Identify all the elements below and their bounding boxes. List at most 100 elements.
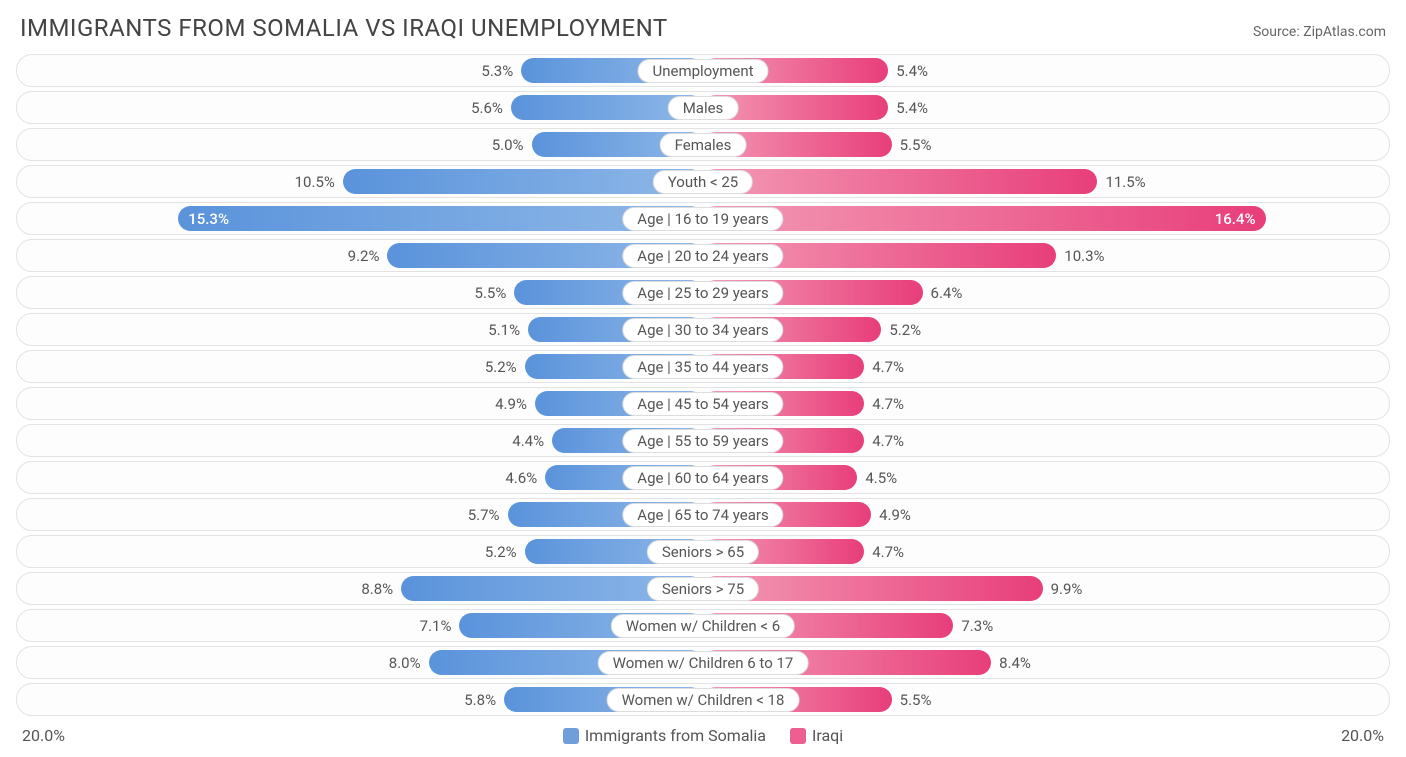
chart-row: 5.3% 5.4%Unemployment: [16, 54, 1390, 87]
chart-row: 5.1% 5.2% Age | 30 to 34 years: [16, 313, 1390, 346]
value-label-right: 5.4%: [896, 99, 928, 117]
axis-right-max: 20.0%: [1341, 726, 1384, 745]
chart-row: 4.9%4.7%Age | 45 to 54 years: [16, 387, 1390, 420]
chart-row: 5.5% 6.4%Age | 25 to 29 years: [16, 276, 1390, 309]
value-label-right: 5.5%: [900, 136, 932, 154]
legend-swatch-left: [563, 728, 579, 744]
row-right-half: 4.7%: [703, 388, 1389, 419]
category-label: Age | 16 to 19 years: [622, 207, 783, 231]
category-label: Women w/ Children 6 to 17: [598, 651, 809, 675]
row-right-half: 5.5%: [703, 684, 1389, 715]
row-right-half: 11.5%: [703, 166, 1389, 197]
value-label-left: 5.1%: [488, 321, 520, 339]
row-left-half: 5.2%: [17, 351, 703, 382]
chart-row: 7.1%7.3%Women w/ Children < 6: [16, 609, 1390, 642]
legend: Immigrants from Somalia Iraqi: [563, 726, 843, 745]
chart-row: 5.0% 5.5% Females: [16, 128, 1390, 161]
legend-label-right: Iraqi: [812, 726, 843, 745]
chart-footer: 20.0% Immigrants from Somalia Iraqi 20.0…: [0, 720, 1406, 745]
category-label: Seniors > 65: [647, 540, 759, 564]
row-right-half: 10.3%: [703, 240, 1389, 271]
value-label-right: 4.7%: [872, 395, 904, 413]
category-label: Age | 65 to 74 years: [622, 503, 783, 527]
value-label-left: 5.5%: [475, 284, 507, 302]
row-left-half: 9.2%: [17, 240, 703, 271]
chart-row: 5.7% 4.9% Age | 65 to 74 years: [16, 498, 1390, 531]
row-left-half: 15.3%: [17, 203, 703, 234]
category-label: Males: [668, 96, 739, 120]
chart-source: Source: ZipAtlas.com: [1253, 24, 1386, 40]
chart-row: 5.2% 4.7%Seniors > 65: [16, 535, 1390, 568]
value-label-right: 10.3%: [1064, 247, 1104, 265]
row-left-half: 10.5%: [17, 166, 703, 197]
value-label-right: 4.9%: [879, 506, 911, 524]
row-left-half: 5.1%: [17, 314, 703, 345]
category-label: Unemployment: [637, 59, 768, 83]
value-label-left: 5.8%: [464, 691, 496, 709]
chart-row: 8.0%8.4%Women w/ Children 6 to 17: [16, 646, 1390, 679]
bar-right: [703, 169, 1097, 194]
value-label-right: 4.5%: [865, 469, 897, 487]
chart-title: IMMIGRANTS FROM SOMALIA VS IRAQI UNEMPLO…: [20, 14, 668, 42]
row-left-half: 5.3%: [17, 55, 703, 86]
value-label-right: 4.7%: [872, 358, 904, 376]
value-label-right: 16.4%: [1215, 210, 1256, 228]
chart-header: IMMIGRANTS FROM SOMALIA VS IRAQI UNEMPLO…: [0, 0, 1406, 50]
category-label: Women w/ Children < 18: [607, 688, 800, 712]
value-label-left: 5.7%: [468, 506, 500, 524]
value-label-left: 8.0%: [389, 654, 421, 672]
row-right-half: 5.5%: [703, 129, 1389, 160]
category-label: Age | 60 to 64 years: [622, 466, 783, 490]
chart-row: 10.5% 11.5% Youth < 25: [16, 165, 1390, 198]
value-label-right: 11.5%: [1105, 173, 1145, 191]
value-label-left: 10.5%: [295, 173, 335, 191]
value-label-left: 5.2%: [485, 358, 517, 376]
chart-row: 4.6% 4.5% Age | 60 to 64 years: [16, 461, 1390, 494]
row-left-half: 4.4%: [17, 425, 703, 456]
row-left-half: 8.8%: [17, 573, 703, 604]
value-label-left: 5.2%: [485, 543, 517, 561]
row-right-half: 4.7%: [703, 351, 1389, 382]
row-right-half: 4.7%: [703, 425, 1389, 456]
bar-right: [703, 206, 1266, 231]
row-left-half: 5.5%: [17, 277, 703, 308]
value-label-right: 9.9%: [1051, 580, 1083, 598]
chart-row: 5.6% 5.4% Males: [16, 91, 1390, 124]
category-label: Age | 25 to 29 years: [622, 281, 783, 305]
value-label-left: 5.3%: [481, 62, 513, 80]
value-label-right: 5.2%: [889, 321, 921, 339]
legend-label-left: Immigrants from Somalia: [585, 726, 766, 745]
category-label: Seniors > 75: [647, 577, 759, 601]
category-label: Females: [660, 133, 747, 157]
chart-body: 5.3%5.4%Unemployment5.6%5.4%Males5.0%5.5…: [0, 50, 1406, 716]
value-label-left: 5.6%: [471, 99, 503, 117]
bar-left: [343, 169, 703, 194]
row-right-half: 5.4%: [703, 55, 1389, 86]
legend-item-right: Iraqi: [790, 726, 843, 745]
axis-left-max: 20.0%: [22, 726, 65, 745]
category-label: Age | 55 to 59 years: [622, 429, 783, 453]
row-left-half: 4.6%: [17, 462, 703, 493]
row-right-half: 9.9%: [703, 573, 1389, 604]
category-label: Age | 35 to 44 years: [622, 355, 783, 379]
row-right-half: 4.7%: [703, 536, 1389, 567]
row-right-half: 5.2%: [703, 314, 1389, 345]
chart-row: 4.4%4.7%Age | 55 to 59 years: [16, 424, 1390, 457]
row-right-half: 6.4%: [703, 277, 1389, 308]
row-left-half: 5.8%: [17, 684, 703, 715]
category-label: Age | 30 to 34 years: [622, 318, 783, 342]
row-left-half: 7.1%: [17, 610, 703, 641]
row-left-half: 4.9%: [17, 388, 703, 419]
row-left-half: 5.2%: [17, 536, 703, 567]
value-label-left: 9.2%: [348, 247, 380, 265]
value-label-left: 8.8%: [361, 580, 393, 598]
category-label: Age | 20 to 24 years: [622, 244, 783, 268]
category-label: Women w/ Children < 6: [611, 614, 795, 638]
row-right-half: 4.9%: [703, 499, 1389, 530]
row-right-half: 7.3%: [703, 610, 1389, 641]
row-right-half: 16.4%: [703, 203, 1389, 234]
row-left-half: 5.0%: [17, 129, 703, 160]
chart-row: 8.8% 9.9% Seniors > 75: [16, 572, 1390, 605]
value-label-right: 5.5%: [900, 691, 932, 709]
category-label: Youth < 25: [653, 170, 753, 194]
